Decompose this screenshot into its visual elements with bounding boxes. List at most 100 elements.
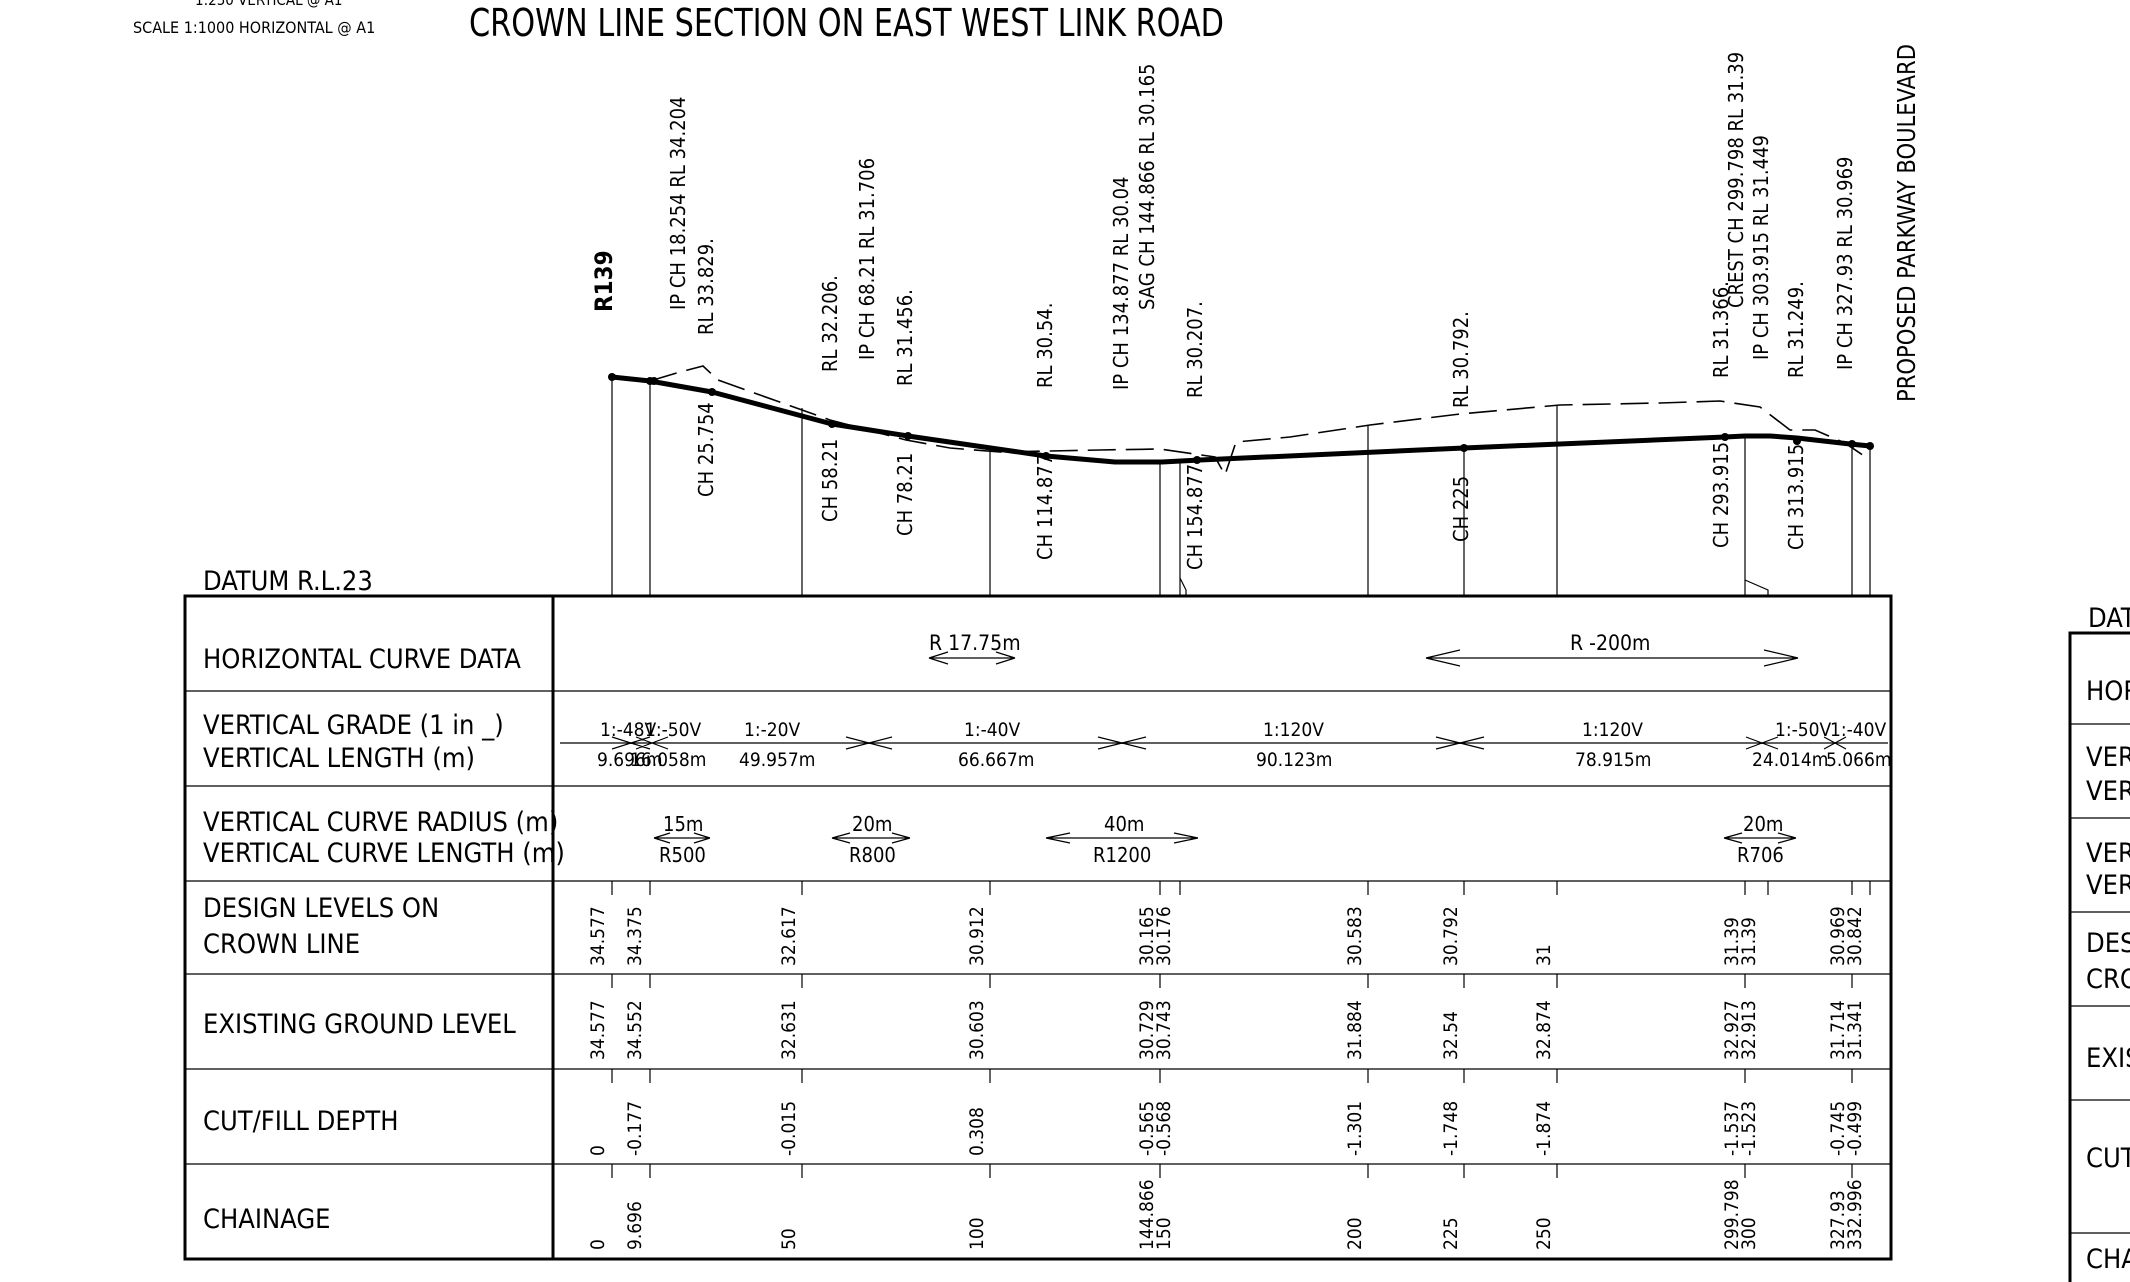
design-level-value: 31.39 (1721, 917, 1743, 966)
curve-length: 20m (1743, 812, 1783, 836)
adjacent-row-header: CUT, (2086, 1143, 2130, 1174)
label-ip-18: IP CH 18.254 RL 34.204 (666, 96, 690, 310)
chainage-value: 250 (1533, 1217, 1555, 1250)
cut-fill-value: -0.565 (1136, 1101, 1158, 1156)
label-rl-31-366: RL 31.366. (1709, 281, 1733, 378)
existing-level-value: 32.874 (1533, 1000, 1555, 1060)
label-ch-313: CH 313.915 (1784, 444, 1808, 550)
existing-level-value: 31.884 (1344, 1000, 1366, 1060)
curve-radius: R800 (849, 843, 896, 867)
label-ch-25: CH 25.754 (694, 402, 718, 497)
profile-area (608, 365, 1874, 596)
cut-fill-value: -1.301 (1344, 1101, 1366, 1156)
curve-radius: R1200 (1093, 843, 1151, 867)
column-ticks (611, 881, 1871, 1178)
label-rl-30-54: RL 30.54. (1033, 303, 1057, 388)
adjacent-row-header: VERT (2086, 742, 2130, 773)
row-header-length: VERTICAL LENGTH (m) (203, 743, 475, 774)
vertical-grade-row: 1:-48V 1:-50V 1:-20V 1:-40V 1:120V 1:120… (560, 719, 1892, 771)
grade-value: 1:-50V (1775, 719, 1832, 741)
label-crest: CREST CH 299.798 RL 31.39 (1724, 52, 1748, 308)
label-r139: R139 (590, 250, 618, 312)
grade-value: 1:120V (1263, 719, 1324, 741)
existing-level-value: 34.552 (624, 1000, 646, 1060)
existing-level-value: 30.743 (1153, 1000, 1175, 1060)
chainage-value: 150 (1153, 1217, 1175, 1250)
adjacent-row-header: DESI (2086, 928, 2130, 959)
grade-length: 16.058m (630, 749, 706, 771)
vertical-scale-note: 1:250 VERTICAL @ A1 (195, 0, 342, 9)
grade-length: 9.696m (597, 749, 663, 771)
curve-radius: R500 (659, 843, 706, 867)
chainage-value: 200 (1344, 1217, 1366, 1250)
label-ip-68: IP CH 68.21 RL 31.706 (855, 158, 879, 360)
existing-level-value: 32.631 (778, 1000, 800, 1060)
grade-length: 24.014m (1752, 749, 1828, 771)
cut-fill-value: 0 (587, 1145, 609, 1156)
row-headers: HORIZONTAL CURVE DATA VERTICAL GRADE (1 … (203, 644, 565, 1235)
design-level-value: 30.912 (966, 906, 988, 966)
existing-level-value: 34.577 (587, 1000, 609, 1060)
design-level-value: 30.176 (1153, 906, 1175, 966)
label-rl-30-207: RL 30.207. (1183, 301, 1207, 398)
grade-value: 1:-40V (1830, 719, 1887, 741)
label-rl-32: RL 32.206. (818, 275, 842, 372)
grade-length: 90.123m (1256, 749, 1332, 771)
grade-value: 1:120V (1582, 719, 1643, 741)
design-level-value: 31 (1533, 944, 1555, 966)
curve-length: 40m (1104, 812, 1144, 836)
horizontal-curve-label: R -200m (1570, 631, 1650, 655)
row-header-design: DESIGN LEVELS ON (203, 893, 439, 924)
breakpoint-markers (608, 373, 1874, 464)
level-value-columns: 34.577 34.577 0 0 34.375 34.552 -0.177 9.696 32.… (587, 906, 1866, 1250)
label-ch-225: CH 225 (1449, 476, 1473, 542)
design-level-value: 32.617 (778, 906, 800, 966)
grade-value: 1:-20V (744, 719, 801, 741)
cut-fill-value: -0.177 (624, 1101, 646, 1156)
chainage-value: 9.696 (624, 1201, 646, 1250)
row-header-cutfill: CUT/FILL DEPTH (203, 1106, 398, 1137)
row-header-chainage: CHAINAGE (203, 1204, 331, 1235)
existing-level-value: 32.54 (1440, 1011, 1462, 1060)
cut-fill-value: -0.745 (1827, 1101, 1849, 1156)
cut-fill-value: -0.015 (778, 1101, 800, 1156)
label-rl-31-249: RL 31.249. (1784, 281, 1808, 378)
adjacent-row-header: CRO (2086, 964, 2130, 995)
label-ch-58: CH 58.21 (818, 439, 842, 522)
chainage-value: 144.866 (1136, 1179, 1158, 1250)
design-crown-line (611, 374, 1871, 465)
grade-length: 5.066m (1826, 749, 1892, 771)
data-table: HORIZONTAL CURVE DATA VERTICAL GRADE (1 … (183, 594, 1893, 1261)
design-level-value: 30.165 (1136, 906, 1158, 966)
design-level-value: 30.792 (1440, 906, 1462, 966)
label-ip-134: IP CH 134.877 RL 30.04 (1109, 176, 1133, 390)
label-sag: SAG CH 144.866 RL 30.165 (1135, 64, 1159, 311)
cut-fill-value: 0.308 (966, 1107, 988, 1156)
label-ch-78: CH 78.21 (893, 453, 917, 536)
label-rl-33: RL 33.829. (694, 238, 718, 335)
row-header-existing: EXISTING GROUND LEVEL (203, 1009, 516, 1040)
existing-level-value: 30.729 (1136, 1000, 1158, 1060)
adjacent-row-header: VERT (2086, 776, 2130, 807)
existing-level-value: 32.927 (1721, 1000, 1743, 1060)
cut-fill-value: -1.874 (1533, 1101, 1555, 1156)
chainage-value: 225 (1440, 1217, 1462, 1250)
label-ip-327: IP CH 327.93 RL 30.969 (1833, 156, 1857, 370)
design-level-value: 30.583 (1344, 906, 1366, 966)
design-level-value: 31.39 (1738, 917, 1760, 966)
label-ip-303: IP CH 303.915 RL 31.449 (1749, 135, 1773, 360)
chainage-value: 299.798 (1721, 1179, 1743, 1250)
design-level-value: 30.842 (1844, 906, 1866, 966)
chainage-value: 327.93 (1827, 1190, 1849, 1250)
grade-value: 1:-48V (600, 719, 657, 741)
adjacent-row-header: HOR (2086, 676, 2130, 707)
cut-fill-value: -1.748 (1440, 1101, 1462, 1156)
adjacent-datum-label: DATU (2088, 603, 2130, 634)
grade-value: 1:-40V (964, 719, 1021, 741)
label-rl-30-792: RL 30.792. (1449, 311, 1473, 408)
adjacent-row-header: VERT (2086, 838, 2130, 869)
curve-length: 15m (663, 812, 703, 836)
existing-level-value: 32.913 (1738, 1000, 1760, 1060)
label-ch-293: CH 293.915 (1709, 442, 1733, 548)
horizontal-curve-row: R 17.75m R -200m (928, 631, 1799, 667)
